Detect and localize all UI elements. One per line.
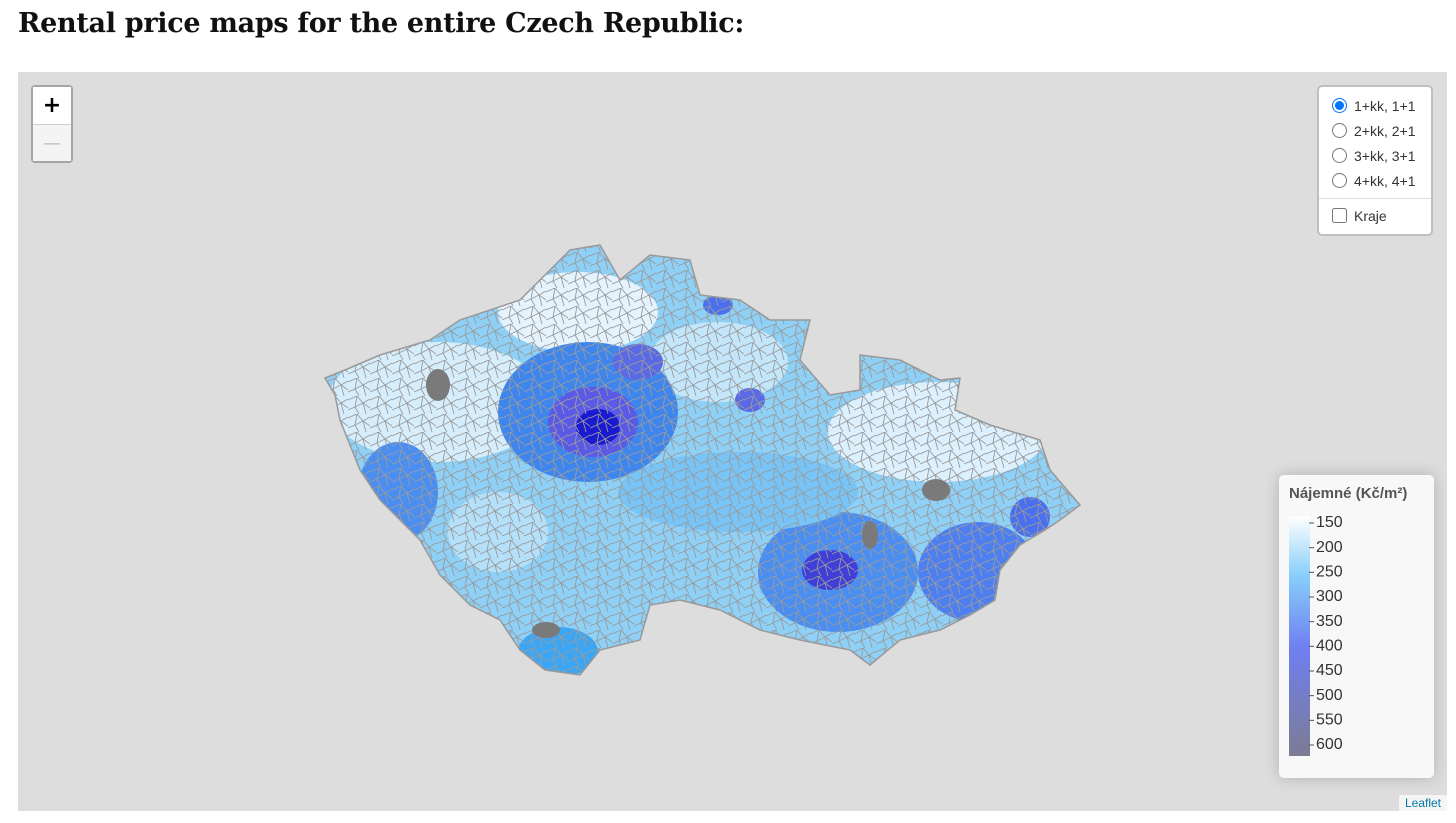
legend-tick-label: 250 [1316,564,1343,581]
legend-tick-label: 450 [1316,662,1343,679]
layer-radio[interactable] [1332,148,1347,163]
overlay-label: Kraje [1354,207,1387,224]
regions [325,245,1080,675]
layer-radio[interactable] [1332,98,1347,113]
legend-tick-label: 200 [1316,539,1343,556]
layer-row[interactable]: 4+kk, 4+1 [1319,168,1431,193]
legend: Nájemné (Kč/m²) 150 200 250 300 350 400 450 500… [1279,475,1434,778]
page-title: Rental price maps for the entire Czech R… [18,8,745,39]
legend-gradient [1289,516,1310,756]
layer-row[interactable]: 2+kk, 2+1 [1319,118,1431,143]
layer-row[interactable]: 3+kk, 3+1 [1319,143,1431,168]
layer-label: 2+kk, 2+1 [1354,122,1416,139]
layer-control: 1+kk, 1+1 2+kk, 2+1 3+kk, 3+1 4+kk, 4+1 Kra… [1317,85,1433,236]
legend-tick-label: 400 [1316,638,1343,655]
overlay-checkbox[interactable] [1332,208,1347,223]
zoom-out[interactable]: — [33,124,71,161]
legend-title: Nájemné (Kč/m²) [1289,485,1408,502]
map[interactable]: + — 1+kk, 1+1 2+kk, 2+1 3+kk, 3+1 4+kk, 4+1… [18,72,1447,811]
choropleth [324,244,1081,676]
layer-label: 3+kk, 3+1 [1354,147,1416,164]
layer-label: 1+kk, 1+1 [1354,97,1416,114]
legend-tick-label: 500 [1316,687,1343,704]
legend-tick-label: 300 [1316,588,1343,605]
legend-scale: 150 200 250 300 350 400 450 500 550 600 [1289,514,1343,756]
legend-tick-label: 550 [1316,712,1343,729]
layer-radio[interactable] [1332,173,1347,188]
overlay-row[interactable]: Kraje [1319,203,1431,228]
layer-label: 4+kk, 4+1 [1354,172,1416,189]
zoom-in[interactable]: + [33,87,71,124]
layer-row[interactable]: 1+kk, 1+1 [1319,93,1431,118]
separator [1319,198,1431,199]
legend-tick-label: 600 [1316,736,1343,753]
legend-tick-label: 350 [1316,613,1343,630]
zoom-control: + — [31,85,73,163]
layer-radio[interactable] [1332,123,1347,138]
legend-tick-label: 150 [1316,514,1343,531]
attribution[interactable]: Leaflet [1398,795,1447,811]
